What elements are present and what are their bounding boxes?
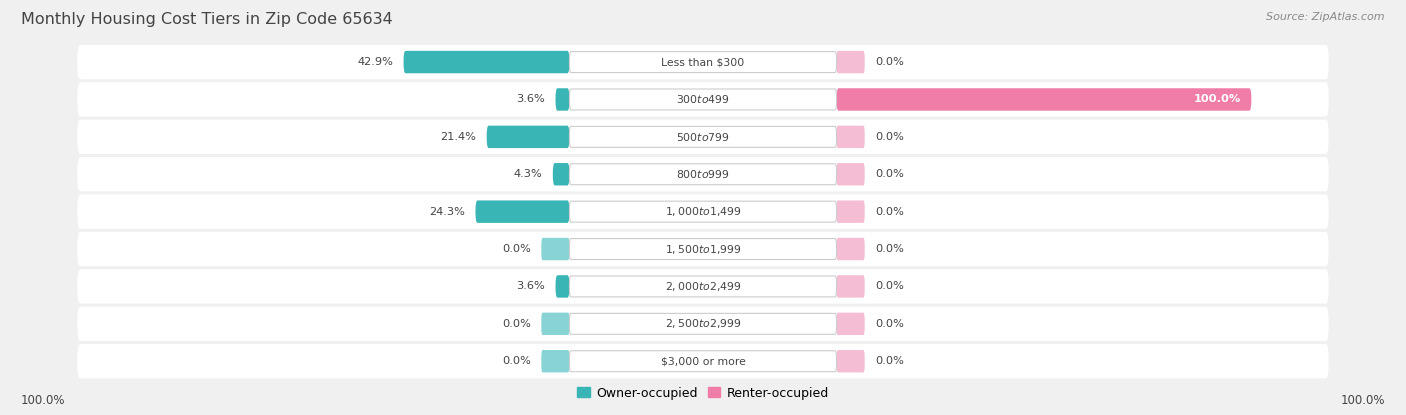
FancyBboxPatch shape	[837, 51, 865, 73]
FancyBboxPatch shape	[569, 313, 837, 334]
FancyBboxPatch shape	[837, 275, 865, 298]
FancyBboxPatch shape	[77, 157, 1329, 191]
FancyBboxPatch shape	[569, 201, 837, 222]
FancyBboxPatch shape	[541, 350, 569, 372]
FancyBboxPatch shape	[837, 163, 865, 186]
Text: Source: ZipAtlas.com: Source: ZipAtlas.com	[1267, 12, 1385, 22]
FancyBboxPatch shape	[569, 276, 837, 297]
Text: 0.0%: 0.0%	[502, 319, 531, 329]
Text: $2,500 to $2,999: $2,500 to $2,999	[665, 317, 741, 330]
Text: 0.0%: 0.0%	[875, 57, 904, 67]
FancyBboxPatch shape	[77, 307, 1329, 341]
FancyBboxPatch shape	[77, 232, 1329, 266]
Text: $1,000 to $1,499: $1,000 to $1,499	[665, 205, 741, 218]
Text: $800 to $999: $800 to $999	[676, 168, 730, 180]
FancyBboxPatch shape	[77, 82, 1329, 117]
FancyBboxPatch shape	[837, 200, 865, 223]
FancyBboxPatch shape	[569, 239, 837, 259]
Text: 3.6%: 3.6%	[516, 95, 546, 105]
Text: 42.9%: 42.9%	[357, 57, 394, 67]
Text: 0.0%: 0.0%	[875, 319, 904, 329]
FancyBboxPatch shape	[404, 51, 569, 73]
FancyBboxPatch shape	[569, 164, 837, 185]
Text: 0.0%: 0.0%	[875, 244, 904, 254]
Text: 0.0%: 0.0%	[875, 356, 904, 366]
FancyBboxPatch shape	[837, 238, 865, 260]
FancyBboxPatch shape	[569, 127, 837, 147]
Text: 0.0%: 0.0%	[502, 244, 531, 254]
FancyBboxPatch shape	[837, 350, 865, 372]
FancyBboxPatch shape	[569, 51, 837, 73]
FancyBboxPatch shape	[541, 312, 569, 335]
Text: $500 to $799: $500 to $799	[676, 131, 730, 143]
Text: 0.0%: 0.0%	[875, 132, 904, 142]
FancyBboxPatch shape	[837, 126, 865, 148]
Text: Less than $300: Less than $300	[661, 57, 745, 67]
Text: 100.0%: 100.0%	[1194, 95, 1241, 105]
Text: $2,000 to $2,499: $2,000 to $2,499	[665, 280, 741, 293]
Text: 0.0%: 0.0%	[875, 169, 904, 179]
FancyBboxPatch shape	[77, 120, 1329, 154]
FancyBboxPatch shape	[555, 88, 569, 111]
FancyBboxPatch shape	[553, 163, 569, 186]
FancyBboxPatch shape	[77, 269, 1329, 304]
FancyBboxPatch shape	[837, 88, 1251, 111]
Text: 0.0%: 0.0%	[875, 281, 904, 291]
FancyBboxPatch shape	[837, 312, 865, 335]
Text: 3.6%: 3.6%	[516, 281, 546, 291]
Text: $300 to $499: $300 to $499	[676, 93, 730, 105]
FancyBboxPatch shape	[77, 344, 1329, 378]
Text: 24.3%: 24.3%	[429, 207, 465, 217]
Legend: Owner-occupied, Renter-occupied: Owner-occupied, Renter-occupied	[572, 382, 834, 405]
FancyBboxPatch shape	[555, 275, 569, 298]
Text: $3,000 or more: $3,000 or more	[661, 356, 745, 366]
FancyBboxPatch shape	[569, 351, 837, 372]
FancyBboxPatch shape	[77, 195, 1329, 229]
Text: 0.0%: 0.0%	[875, 207, 904, 217]
FancyBboxPatch shape	[486, 126, 569, 148]
FancyBboxPatch shape	[569, 89, 837, 110]
FancyBboxPatch shape	[541, 238, 569, 260]
Text: 100.0%: 100.0%	[1340, 394, 1385, 407]
Text: 100.0%: 100.0%	[21, 394, 66, 407]
FancyBboxPatch shape	[475, 200, 569, 223]
Text: 4.3%: 4.3%	[513, 169, 543, 179]
FancyBboxPatch shape	[77, 45, 1329, 79]
Text: 0.0%: 0.0%	[502, 356, 531, 366]
Text: Monthly Housing Cost Tiers in Zip Code 65634: Monthly Housing Cost Tiers in Zip Code 6…	[21, 12, 392, 27]
Text: 21.4%: 21.4%	[440, 132, 477, 142]
Text: $1,500 to $1,999: $1,500 to $1,999	[665, 242, 741, 256]
